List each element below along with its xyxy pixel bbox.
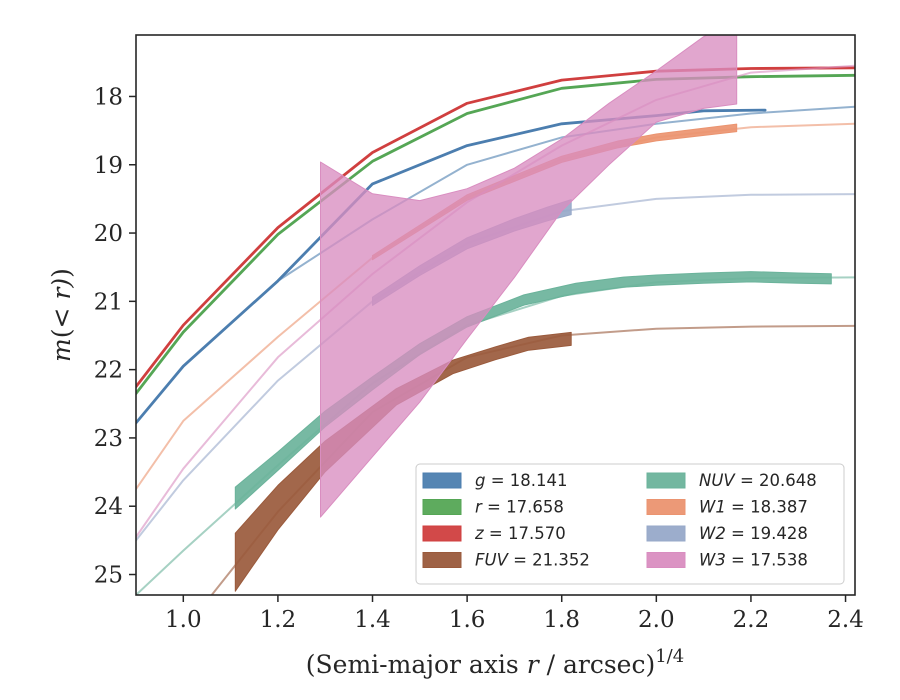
- legend-swatch-g: [422, 472, 462, 489]
- legend-label-z: z = 17.570: [474, 524, 566, 543]
- legend-box: [415, 463, 845, 585]
- x-tick-label: 2.4: [827, 607, 864, 633]
- profile-band-w3: [320, 35, 738, 518]
- x-tick-label: 1.8: [543, 607, 580, 633]
- y-tick-label: 25: [94, 563, 123, 589]
- y-tick-label: 20: [94, 221, 123, 247]
- legend-swatch-r: [422, 499, 462, 515]
- legend-swatch-fuv: [422, 552, 462, 568]
- x-tick-label: 2.2: [733, 607, 770, 633]
- legend-label-g: g = 18.141: [475, 471, 568, 490]
- plot-data-layer: [136, 35, 855, 595]
- legend-label-r: r = 17.658: [475, 498, 564, 517]
- y-tick-label: 23: [94, 426, 123, 452]
- legend-label-w1: W1 = 18.387: [699, 498, 808, 517]
- legend-swatch-w3: [646, 552, 686, 568]
- axes-layer: 1.0 1.2 1.4 1.6 1.8 2.0 2.2 2.4 18 19 20 21 22 23 24 25: [94, 84, 864, 633]
- y-tick-label: 19: [94, 153, 123, 179]
- legend-label-w2: W2 = 19.428: [699, 524, 808, 543]
- legend: g = 18.141 r = 17.658 z = 17.570 FUV = 21.3…: [415, 463, 845, 585]
- plot-frame: [135, 34, 856, 596]
- x-tick-label: 1.4: [354, 607, 391, 633]
- y-tick-label: 21: [94, 289, 123, 315]
- x-tick-label: 1.2: [260, 607, 297, 633]
- x-tick-label: 1.6: [449, 607, 486, 633]
- x-axis-title: (Semi-major axis r / arcsec)1/4: [306, 646, 684, 679]
- legend-swatch-nuv: [646, 472, 686, 489]
- x-tick-label: 2.0: [638, 607, 675, 633]
- legend-swatch-w2: [646, 525, 686, 542]
- legend-label-fuv: FUV = 21.352: [475, 551, 590, 570]
- y-tick-label: 18: [94, 84, 123, 110]
- legend-label-w3: W3 = 17.538: [699, 551, 808, 570]
- legend-swatch-w1: [646, 499, 686, 515]
- legend-label-nuv: NUV = 20.648: [699, 471, 817, 490]
- legend-swatch-z: [422, 525, 462, 542]
- y-tick-label: 22: [94, 358, 123, 384]
- x-tick-label: 1.0: [165, 607, 202, 633]
- y-axis-title: m(< r)): [47, 268, 76, 362]
- y-tick-label: 24: [94, 494, 123, 520]
